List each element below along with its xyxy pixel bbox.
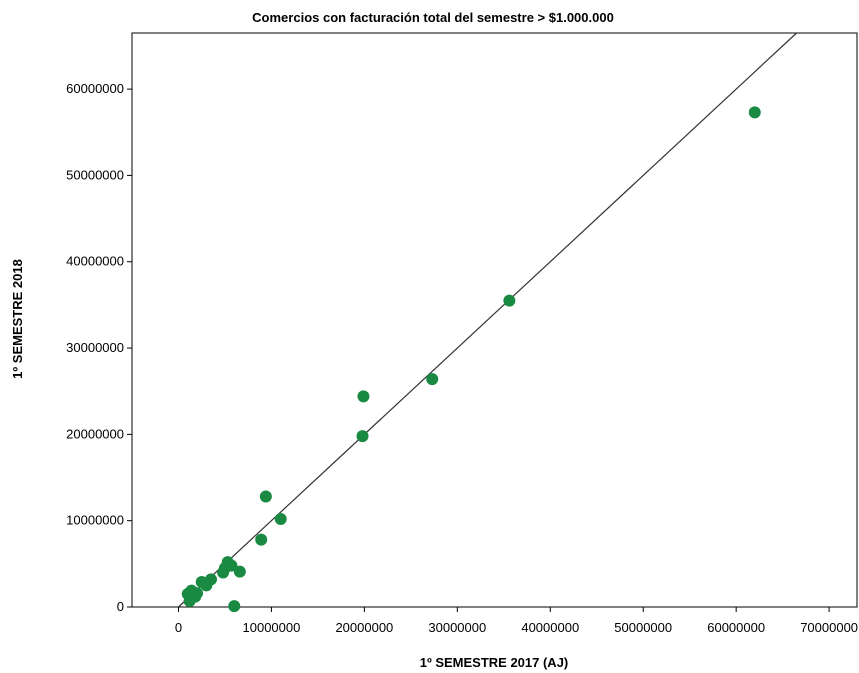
y-tick-label: 60000000 — [66, 81, 124, 96]
data-point — [225, 559, 238, 572]
x-tick-label: 20000000 — [335, 620, 393, 635]
y-tick-label: 30000000 — [66, 340, 124, 355]
data-point — [274, 512, 287, 525]
data-point — [255, 533, 268, 546]
plot-area-frame — [131, 32, 858, 608]
x-tick-label: 50000000 — [614, 620, 672, 635]
y-tick-label: 40000000 — [66, 254, 124, 269]
data-point — [228, 600, 241, 613]
y-axis-label: 1º SEMESTRE 2018 — [10, 259, 25, 379]
data-point — [357, 390, 370, 403]
data-point — [233, 565, 246, 578]
data-point — [426, 373, 439, 386]
y-tick-label: 20000000 — [66, 426, 124, 441]
data-point — [259, 490, 272, 503]
y-axis-ticks: 0 10000000 20000000 30000000 40000000 5000000… — [66, 81, 132, 614]
reference-line — [178, 32, 797, 608]
x-tick-label: 30000000 — [428, 620, 486, 635]
x-axis-label: 1º SEMESTRE 2017 (AJ) — [420, 655, 569, 670]
x-tick-label: 0 — [175, 620, 182, 635]
data-point — [191, 587, 204, 600]
x-tick-label: 10000000 — [243, 620, 301, 635]
reference-line-layer — [178, 32, 797, 608]
data-point — [748, 106, 761, 119]
data-point — [356, 430, 369, 443]
x-tick-label: 60000000 — [707, 620, 765, 635]
data-points-layer — [181, 106, 761, 613]
chart-title: Comercios con facturación total del seme… — [252, 10, 614, 25]
x-tick-label: 40000000 — [521, 620, 579, 635]
data-point — [205, 573, 218, 586]
y-tick-label: 10000000 — [66, 513, 124, 528]
y-tick-label: 0 — [117, 599, 124, 614]
x-tick-label: 70000000 — [800, 620, 858, 635]
data-point — [503, 294, 516, 307]
x-axis-ticks: 0 10000000 20000000 30000000 40000000 5000000… — [175, 607, 858, 635]
y-tick-label: 50000000 — [66, 167, 124, 182]
